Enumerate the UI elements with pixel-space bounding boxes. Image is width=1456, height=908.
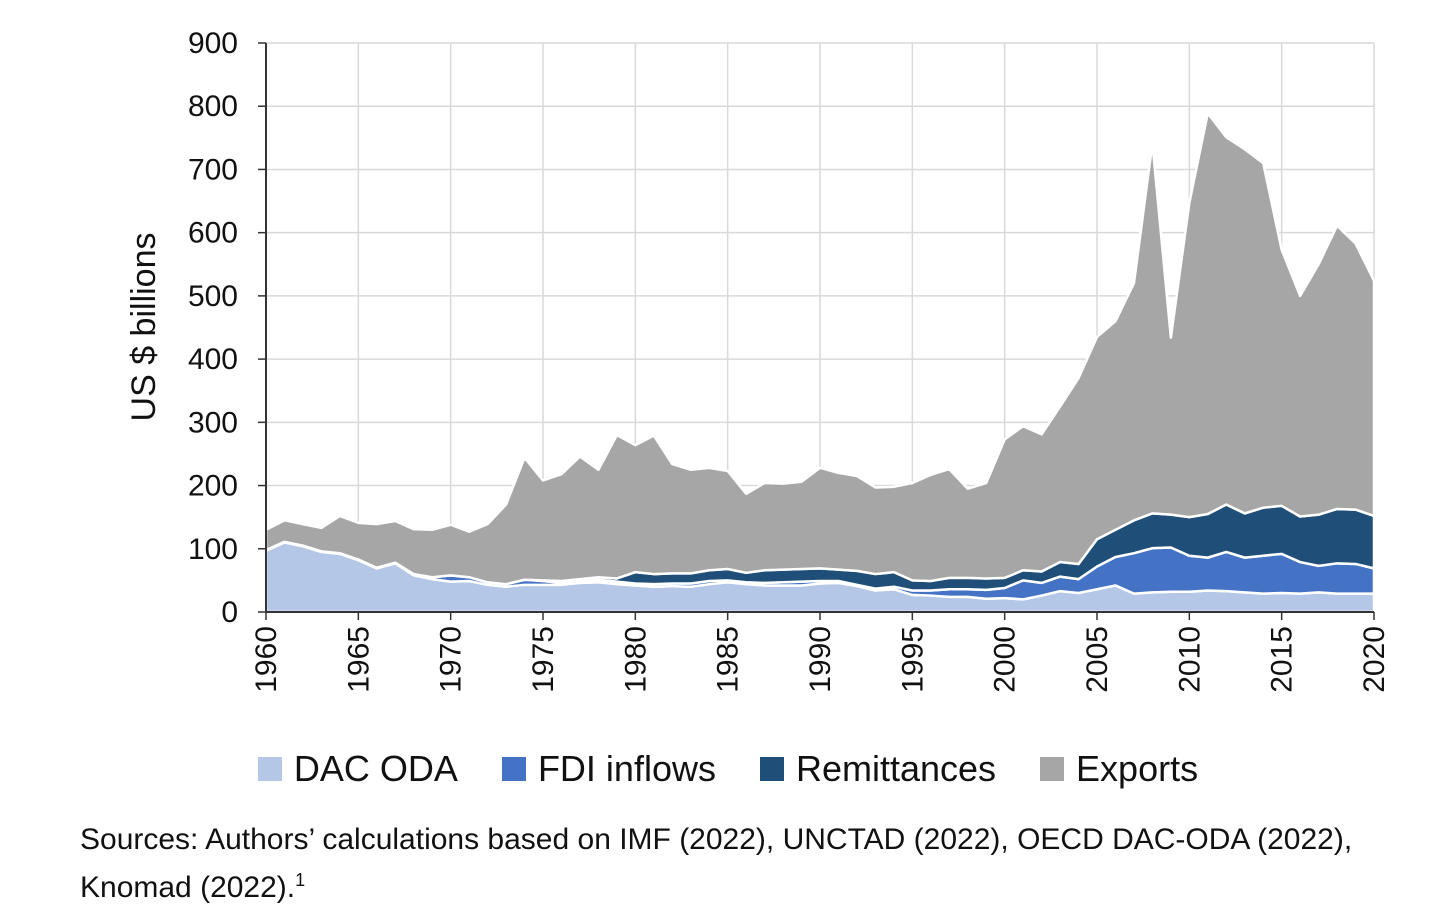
y-axis-label: US $ billions — [125, 233, 163, 422]
legend-item-fdi-inflows: FDI inflows — [501, 748, 716, 790]
y-tick-label: 200 — [188, 470, 238, 503]
legend-label-remittances: Remittances — [795, 748, 997, 789]
source-note: Sources: Authors’ calculations based on … — [80, 820, 1400, 908]
legend-label-fdi-inflows: FDI inflows — [537, 748, 716, 789]
source-text: Sources: Authors’ calculations based on … — [80, 823, 1353, 904]
y-tick-label: 800 — [188, 90, 238, 123]
area-series-exports — [264, 111, 1376, 586]
y-tick-label: 300 — [188, 406, 238, 439]
x-tick-label: 1995 — [896, 626, 929, 693]
x-tick-label: 1980 — [619, 626, 652, 693]
x-tick-label: 1975 — [527, 626, 560, 693]
legend-item-dac-oda: DAC ODA — [257, 748, 458, 790]
legend-label-dac-oda: DAC ODA — [293, 748, 458, 789]
axis-layer: 0 100 200 300 400 500 600 700 800 900 1960 1965 1970… — [188, 27, 1391, 693]
stacked-area-chart: 0 100 200 300 400 500 600 700 800 900 1960 1965 1970… — [125, 27, 1391, 693]
y-tick-label: 400 — [188, 343, 238, 376]
y-tick-label: 0 — [221, 596, 238, 629]
x-tick-label: 1990 — [804, 626, 837, 693]
legend-swatch-dac-oda — [257, 757, 282, 781]
x-tick-label: 2020 — [1358, 626, 1391, 693]
legend-swatch-exports — [1040, 757, 1065, 781]
x-tick-label: 1960 — [250, 626, 283, 693]
x-tick-label: 1985 — [712, 626, 745, 693]
x-tick-label: 2015 — [1266, 626, 1299, 693]
x-tick-label: 2010 — [1173, 626, 1206, 693]
y-tick-label: 700 — [188, 153, 238, 186]
y-tick-label: 600 — [188, 217, 238, 250]
x-tick-label: 1965 — [342, 626, 375, 693]
legend-label-exports: Exports — [1076, 748, 1199, 789]
x-tick-label: 2000 — [989, 626, 1022, 693]
x-tick-label: 2005 — [1081, 626, 1114, 693]
source-footnote: 1 — [295, 870, 306, 890]
chart-legend: DAC ODA FDI inflows Remittances Exports — [0, 748, 1456, 790]
legend-item-exports: Exports — [1040, 748, 1198, 790]
y-tick-label: 100 — [188, 533, 238, 566]
x-tick-label: 1970 — [435, 626, 468, 693]
legend-item-remittances: Remittances — [759, 748, 997, 790]
y-tick-label: 500 — [188, 280, 238, 313]
legend-swatch-fdi-inflows — [501, 757, 526, 781]
y-tick-label: 900 — [188, 27, 238, 60]
legend-swatch-remittances — [759, 757, 784, 781]
